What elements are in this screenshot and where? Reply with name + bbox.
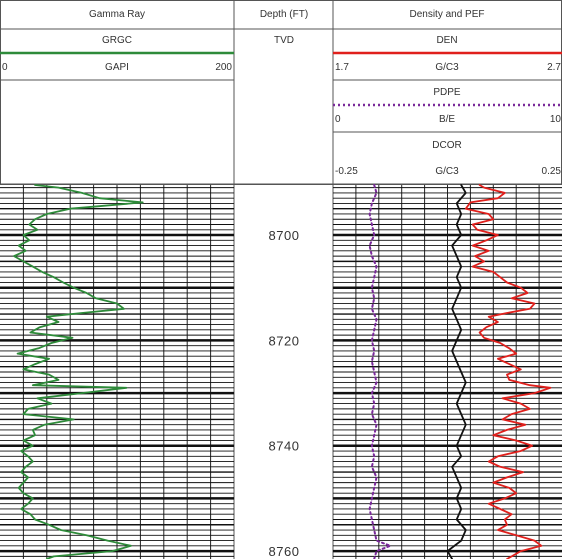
grgc-unit: GAPI [105, 62, 129, 73]
depth-label-8700: 8700 [269, 228, 300, 243]
pdpe-scale-min: 0 [335, 114, 341, 125]
depth-label-8720: 8720 [269, 333, 300, 348]
depth-label-8760: 8760 [269, 544, 300, 559]
dcor-scale-min: -0.25 [335, 166, 358, 177]
depth-labels: 8700 8720 8740 8760 [269, 228, 300, 559]
dcor-scale-max: 0.25 [542, 166, 562, 177]
curve-den [464, 184, 552, 559]
curve-pdpe [368, 184, 392, 559]
grgc-scale-min: 0 [2, 62, 8, 73]
depth-label-8740: 8740 [269, 439, 300, 454]
den-curve-name: DEN [436, 35, 457, 46]
log-curves [13, 184, 552, 559]
den-scale-min: 1.7 [335, 62, 349, 73]
grgc-curve-name: GRGC [102, 35, 132, 46]
grgc-scale-max: 200 [215, 62, 232, 73]
gr-track-title: Gamma Ray [89, 9, 145, 20]
pdpe-scale-max: 10 [550, 114, 562, 125]
curve-grgc [13, 184, 144, 559]
pdpe-unit: B/E [439, 114, 455, 125]
curve-dcor [446, 184, 467, 559]
dcor-unit: G/C3 [435, 166, 459, 177]
den-scale-max: 2.7 [547, 62, 561, 73]
den-unit: G/C3 [435, 62, 459, 73]
depth-track-title: Depth (FT) [260, 9, 308, 20]
depth-reference-label: TVD [274, 35, 294, 46]
den-track-title: Density and PEF [409, 9, 484, 20]
dcor-curve-name: DCOR [432, 140, 461, 151]
header-frame [0, 0, 562, 185]
pdpe-curve-name: PDPE [433, 87, 461, 98]
